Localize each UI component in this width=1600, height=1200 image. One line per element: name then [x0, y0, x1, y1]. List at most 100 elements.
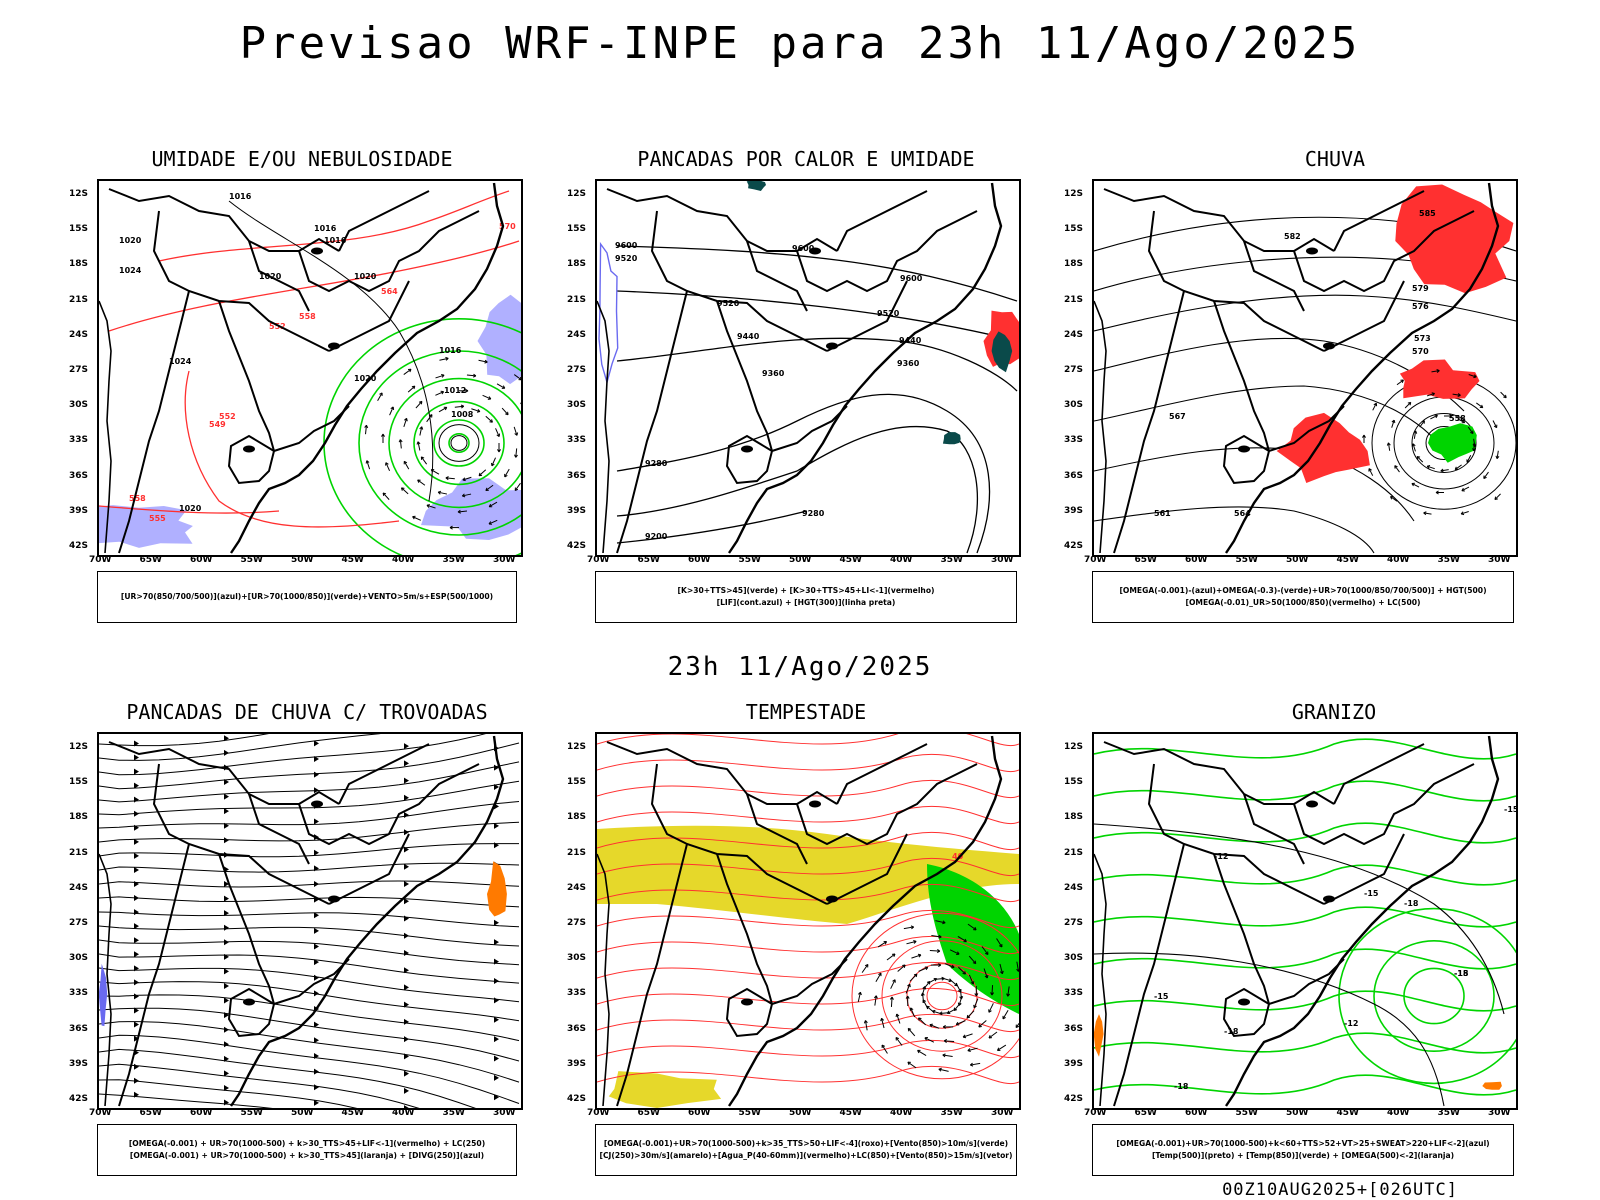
- wind-vector: [1452, 393, 1461, 396]
- country-border: [796, 763, 978, 846]
- wind-vector: [968, 955, 977, 964]
- lat-tick-label: 18S: [1064, 259, 1084, 270]
- country-border: [1323, 833, 1405, 905]
- streamline: [99, 734, 270, 747]
- wind-vector: [1473, 438, 1476, 447]
- contour-label: 549: [209, 420, 226, 429]
- wind-vector: [1500, 391, 1507, 399]
- streamline-arrow: [404, 967, 409, 974]
- shaded-area: [421, 478, 521, 540]
- wind-vector: [462, 493, 472, 497]
- wind-vector-head: [1015, 1024, 1019, 1028]
- streamline: [99, 896, 520, 908]
- height-contour: [1411, 413, 1477, 473]
- wind-vector: [978, 1020, 987, 1028]
- streamline-arrow: [404, 1105, 409, 1108]
- wind-vector: [955, 1020, 966, 1026]
- contour-label: 564: [1234, 509, 1251, 518]
- wind-vector: [415, 401, 423, 409]
- streamline-arrow: [224, 1084, 229, 1091]
- streamline-arrow: [134, 965, 139, 972]
- precip-water-contour: [597, 753, 1019, 773]
- height-contour: [616, 393, 991, 554]
- contour-label: 9200: [645, 532, 668, 541]
- streamline-arrow: [314, 755, 319, 762]
- wind-vector-head: [913, 973, 918, 978]
- lat-tick-label: 42S: [567, 541, 587, 551]
- streamline-arrow: [404, 1087, 409, 1094]
- height-contour: [1094, 506, 1375, 554]
- height-contour: [1094, 294, 1516, 332]
- precip-water-contour: [597, 805, 1019, 825]
- contour-label: 9600: [615, 241, 638, 250]
- lon-tick-label: 65W: [637, 1108, 660, 1118]
- contour-label: -15: [1154, 992, 1169, 1001]
- streamline-arrow: [314, 771, 319, 778]
- streamline-arrow: [404, 915, 409, 922]
- precip-water-contour: [881, 940, 1003, 1052]
- contour-label: -18: [1174, 1082, 1189, 1091]
- streamline-arrow: [494, 822, 499, 829]
- wind-vector-head: [956, 951, 960, 955]
- wind-vector: [949, 978, 958, 987]
- wind-vector: [895, 1037, 903, 1046]
- wind-vector-head: [942, 920, 946, 925]
- coastline: [99, 300, 112, 554]
- wind-vector: [944, 1040, 955, 1043]
- wind-vector-head: [1391, 419, 1396, 424]
- wind-vector: [504, 468, 510, 478]
- wind-vector-head: [404, 417, 408, 422]
- lon-tick-label: 35W: [1437, 555, 1460, 565]
- lon-tick-label: 65W: [1134, 555, 1157, 565]
- panel-legend: [OMEGA(-0.001)-(azul)+OMEGA(-0.3)-(verde…: [1092, 571, 1514, 623]
- wind-vector: [1007, 986, 1010, 997]
- streamline-arrow: [134, 979, 139, 986]
- wind-vector: [389, 406, 394, 416]
- wind-vector: [997, 1044, 1007, 1051]
- streamline: [99, 1034, 520, 1104]
- country-border: [227, 434, 275, 485]
- wind-vector-head: [938, 1067, 942, 1072]
- country-border: [1293, 210, 1475, 293]
- precip-water-contour: [851, 912, 1019, 1080]
- contour-label: 585: [1419, 209, 1436, 218]
- lat-tick-label: 33S: [1064, 435, 1084, 446]
- wind-vector: [949, 949, 960, 955]
- legend-line: [OMEGA(-0.001)+UR>70(1000-500)+k>35_TTS>…: [603, 1139, 1009, 1148]
- country-border: [1213, 300, 1270, 452]
- lat-tick-label: 36S: [69, 1023, 89, 1034]
- lon-tick-label: 35W: [940, 555, 963, 565]
- streamline: [99, 780, 520, 816]
- wind-vector-head: [1483, 475, 1487, 480]
- lon-tick-label: 60W: [1185, 1108, 1208, 1118]
- pressure-contour: [228, 200, 434, 502]
- lon-tick-label: 55W: [240, 555, 263, 565]
- streamline-arrow: [224, 895, 229, 902]
- lon-tick-label: 55W: [738, 1108, 761, 1118]
- wind-vector-head: [407, 368, 412, 373]
- wind-vector: [1483, 471, 1489, 479]
- wind-vector: [881, 1044, 888, 1054]
- wind-vector: [417, 441, 421, 451]
- contour-label: 561: [1154, 509, 1171, 518]
- lake: [826, 895, 838, 903]
- wind-vector-head: [883, 941, 888, 945]
- wind-vector-head: [984, 951, 989, 955]
- streamline-arrow: [224, 997, 229, 1004]
- contour-label: 1020: [354, 374, 377, 383]
- streamline-arrow: [224, 968, 229, 975]
- contour-label: 9520: [877, 309, 900, 318]
- lon-tick-label: 30W: [493, 1108, 516, 1118]
- footer-timestamp: 00Z10AUG2025+[026UTC]: [1222, 1180, 1458, 1200]
- wind-vector: [981, 946, 989, 955]
- lat-tick-label: 39S: [567, 1058, 587, 1069]
- panel-title: UMIDADE E/OU NEBULOSIDADE: [151, 147, 453, 171]
- wind-vector: [1002, 1010, 1009, 1020]
- country-border: [298, 763, 480, 846]
- wind-vector: [1457, 418, 1465, 424]
- coastline: [1094, 300, 1107, 554]
- country-border: [1323, 280, 1405, 352]
- lake: [311, 800, 323, 808]
- wind-vector: [988, 1003, 994, 1013]
- streamline-arrow: [134, 866, 139, 873]
